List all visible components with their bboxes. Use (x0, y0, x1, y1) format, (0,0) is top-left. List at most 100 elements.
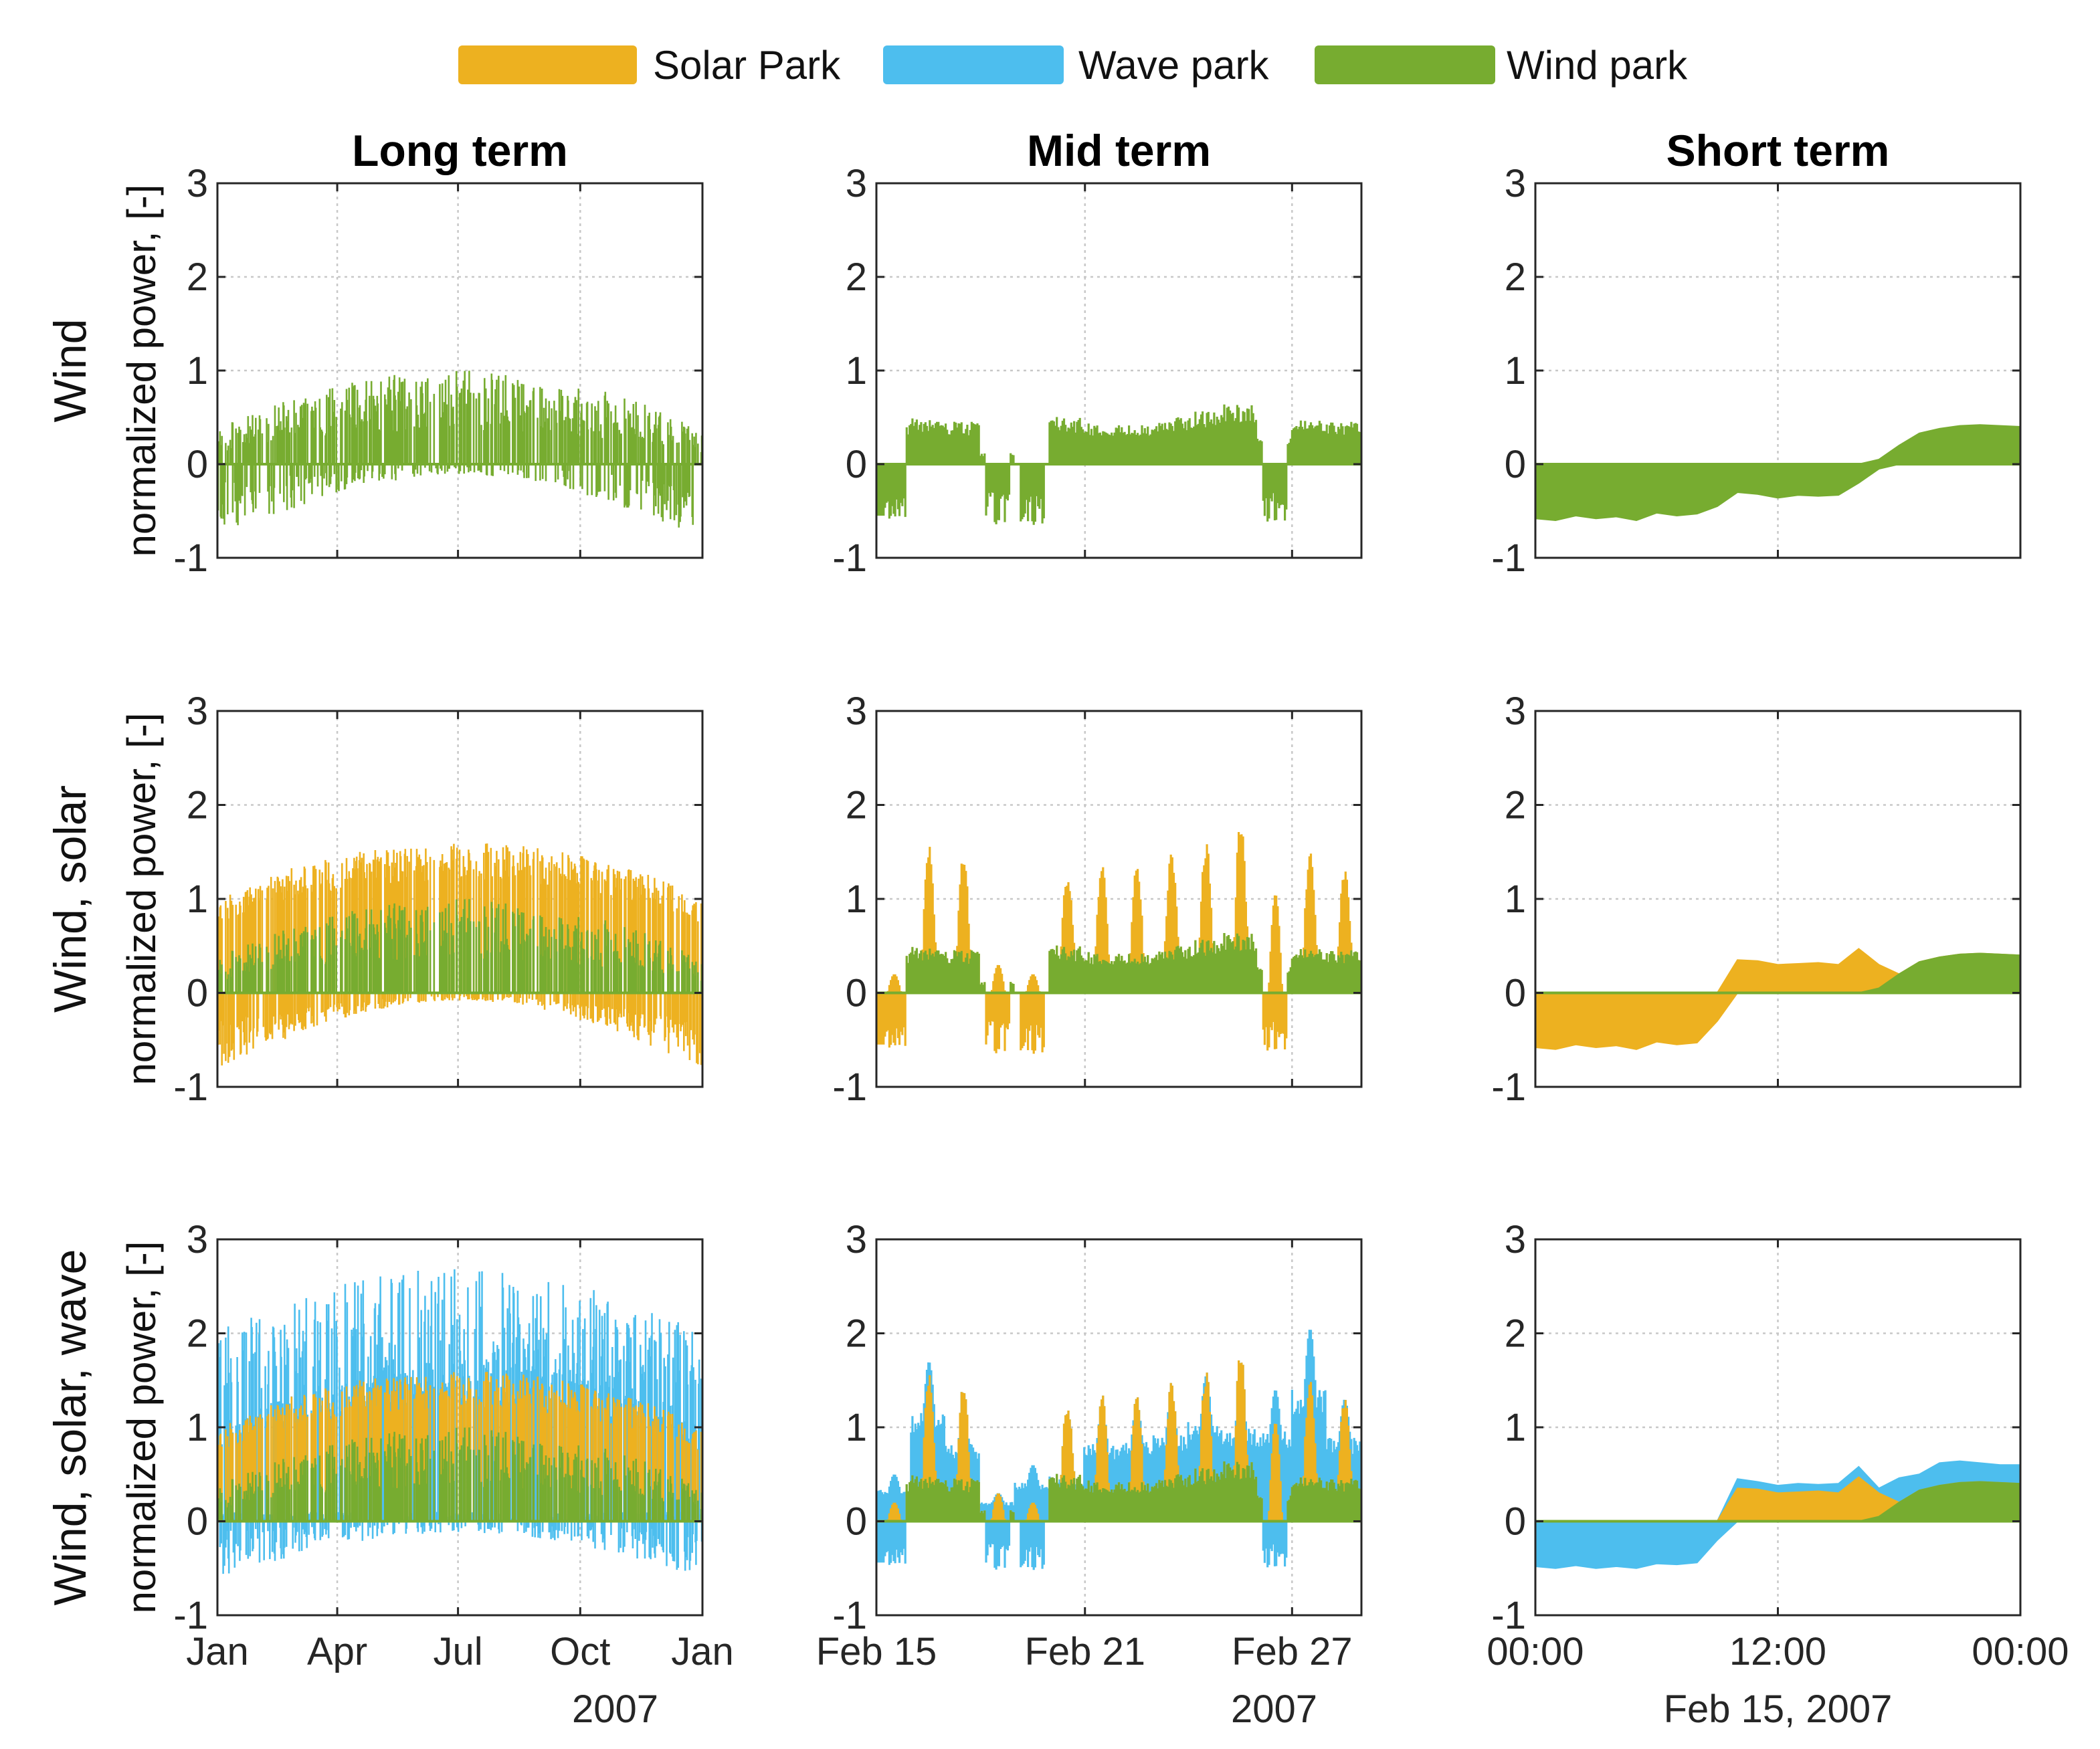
plot-area (1535, 711, 2020, 1087)
xtick-label: Jan (671, 1630, 734, 1673)
ytick-label: 3 (187, 162, 208, 205)
panel-wind_solar_wave-short: -1 0 1 2 3 00:00 12:00 00:00 Feb 15, 2007 (1487, 1218, 2069, 1731)
ytick-label: 2 (846, 255, 867, 299)
xtick-label: Feb 21 (1024, 1630, 1145, 1673)
plot-area (876, 1239, 1361, 1615)
xtick-label: Apr (307, 1630, 367, 1673)
ytick-label: -1 (1491, 1065, 1526, 1109)
ytick-label: -1 (173, 536, 208, 580)
ytick-label: 3 (1505, 690, 1526, 733)
xtick-label: Oct (550, 1630, 610, 1673)
ytick-label: -1 (173, 1065, 208, 1109)
ytick-label: 1 (1505, 349, 1526, 393)
panel-grid: -1 0 1 2 3 Long term normalized power, [-] Wind… (45, 126, 2069, 1731)
ytick-label: 1 (846, 878, 867, 921)
row-label-wind: Wind (45, 319, 96, 423)
ytick-label: 3 (1505, 162, 1526, 205)
legend-swatch-wind (1315, 45, 1495, 84)
ytick-label: 1 (846, 349, 867, 393)
ytick-label: 1 (187, 1406, 208, 1449)
legend-label-wave: Wave park (1078, 43, 1270, 88)
xtick-label: 00:00 (1487, 1630, 1584, 1673)
xtick-label: Jul (434, 1630, 483, 1673)
ytick-label: 2 (1505, 784, 1526, 827)
xtick-label: Jan (186, 1630, 249, 1673)
ytick-label: 0 (187, 1500, 208, 1544)
ytick-label: 3 (187, 690, 208, 733)
ytick-label: 0 (846, 972, 867, 1015)
row-label-wind_solar_wave: Wind, solar, wave (45, 1249, 96, 1606)
ytick-label: 2 (187, 784, 208, 827)
row-label-wind_solar: Wind, solar (45, 785, 96, 1013)
ylabel: normalized power, [-] (119, 1241, 164, 1614)
ytick-label: 0 (187, 972, 208, 1015)
ytick-label: -1 (1491, 1594, 1526, 1637)
ytick-label: 2 (187, 255, 208, 299)
ytick-label: 3 (846, 1218, 867, 1261)
ylabel: normalized power, [-] (119, 185, 164, 557)
panel-wind_solar-mid: -1 0 1 2 3 (832, 690, 1363, 1109)
ytick-label: 2 (187, 1312, 208, 1356)
plot-area (1535, 183, 2020, 558)
plot-area (217, 183, 702, 558)
xaxis-sublabel: 2007 (572, 1687, 658, 1731)
bars-wind-pos (217, 1427, 702, 1522)
panel-wind-mid: -1 0 1 2 3 Mid term (832, 126, 1363, 580)
legend-swatch-wave (883, 45, 1064, 84)
ytick-label: -1 (832, 1594, 867, 1637)
panel-wind_solar_wave-long: -1 0 1 2 3 Jan Apr Jul Oct Jan 2007 normalized powe… (45, 1218, 734, 1731)
column-title-short: Short term (1666, 126, 1890, 175)
bars-wave-neg (876, 1521, 1288, 1570)
panel-wind_solar-long: -1 0 1 2 3 normalized power, [-] Wind, solar (45, 690, 704, 1109)
ytick-label: -1 (832, 1065, 867, 1109)
ytick-label: 1 (1505, 1406, 1526, 1449)
ytick-label: 0 (1505, 972, 1526, 1015)
ytick-label: 3 (846, 690, 867, 733)
bars-wind-pos (217, 899, 702, 993)
bars-solar-neg (217, 993, 702, 1065)
legend-label-wind: Wind park (1507, 43, 1688, 88)
xtick-label: Feb 15 (816, 1630, 937, 1673)
column-title-long: Long term (352, 126, 568, 175)
ytick-label: 3 (846, 162, 867, 205)
panel-wind_solar_wave-mid: -1 0 1 2 3 Feb 15 Feb 21 Feb 27 2007 (816, 1218, 1363, 1731)
ytick-label: 2 (846, 784, 867, 827)
ytick-label: 0 (1505, 443, 1526, 486)
ytick-label: 2 (846, 1312, 867, 1356)
ytick-label: 1 (846, 1406, 867, 1449)
ytick-label: -1 (173, 1594, 208, 1637)
plot-area (217, 711, 702, 1087)
ytick-label: -1 (1491, 536, 1526, 580)
xaxis-sublabel: 2007 (1231, 1687, 1317, 1731)
ytick-label: 1 (187, 878, 208, 921)
plot-area (217, 1239, 702, 1615)
column-title-mid: Mid term (1027, 126, 1211, 175)
bars-wind (876, 404, 1361, 525)
ytick-label: 2 (1505, 255, 1526, 299)
panel-wind-short: -1 0 1 2 3 Short term (1491, 126, 2022, 580)
ytick-label: 0 (846, 443, 867, 486)
ytick-label: 3 (1505, 1218, 1526, 1261)
ytick-label: 0 (1505, 1500, 1526, 1544)
legend-swatch-solar (458, 45, 637, 84)
ytick-label: 1 (1505, 878, 1526, 921)
xtick-label: Feb 27 (1232, 1630, 1353, 1673)
bars-solar-neg (876, 993, 1288, 1054)
bars-wind (217, 371, 702, 536)
ytick-label: 3 (187, 1218, 208, 1261)
legend: Solar Park Wave park Wind park (458, 43, 1688, 88)
plot-area (876, 183, 1361, 558)
xaxis-sublabel: Feb 15, 2007 (1664, 1687, 1893, 1731)
legend-label-solar: Solar Park (653, 43, 841, 88)
panel-wind_solar-short: -1 0 1 2 3 (1491, 690, 2022, 1109)
ytick-label: 0 (846, 1500, 867, 1544)
bars-wind-pos (905, 1461, 1361, 1522)
bars-wind-pos (905, 933, 1361, 993)
ytick-label: 0 (187, 443, 208, 486)
plot-area (876, 711, 1361, 1087)
ytick-label: 1 (187, 349, 208, 393)
ytick-label: 2 (1505, 1312, 1526, 1356)
xtick-label: 12:00 (1729, 1630, 1826, 1673)
plot-area (1535, 1239, 2020, 1615)
